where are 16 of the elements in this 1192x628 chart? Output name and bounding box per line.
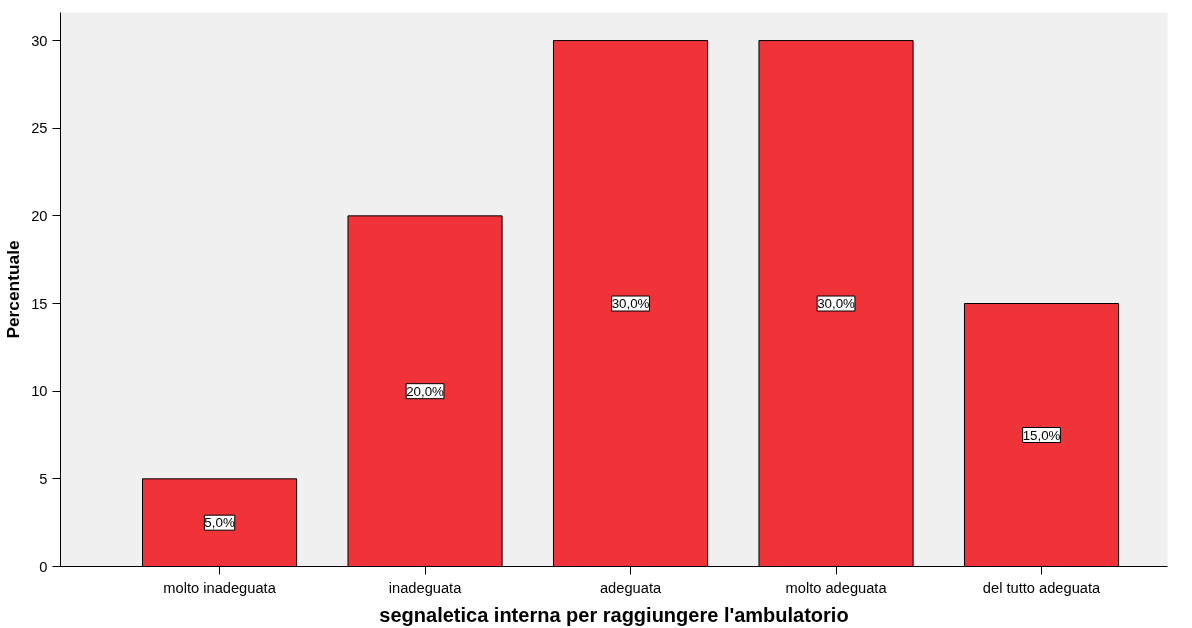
- y-tick-label: 30: [31, 32, 48, 49]
- y-tick-label: 5: [39, 470, 48, 487]
- y-tick-label: 10: [31, 383, 48, 400]
- y-tick-label: 15: [31, 295, 48, 312]
- y-tick-label: 25: [31, 120, 48, 137]
- x-tick-label: molto inadeguata: [163, 579, 277, 596]
- x-tick-label: inadeguata: [388, 579, 463, 596]
- x-tick-label: del tutto adeguata: [982, 579, 1102, 596]
- x-tick-label: molto adeguata: [785, 579, 888, 596]
- y-tick-label: 0: [39, 558, 48, 575]
- y-tick-label: 20: [31, 207, 48, 224]
- y-axis-title: Percentuale: [3, 240, 24, 339]
- data-label: 15,0%: [1022, 427, 1061, 443]
- data-label: 30,0%: [611, 296, 650, 312]
- x-tick-label: adeguata: [599, 579, 662, 596]
- x-axis-title: segnaletica interna per raggiungere l'ambulatorio: [379, 603, 849, 626]
